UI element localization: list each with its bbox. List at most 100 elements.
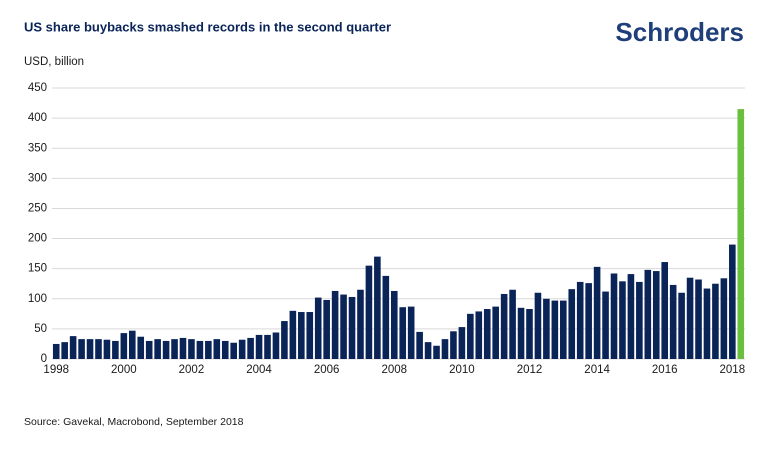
bar: [95, 339, 102, 359]
x-tick-label: 1998: [43, 364, 69, 376]
y-tick-label: 200: [28, 233, 47, 245]
bar: [602, 291, 609, 359]
bar: [441, 339, 449, 359]
bar: [128, 330, 136, 359]
bar: [137, 336, 145, 359]
bar: [458, 327, 466, 359]
bar: [374, 256, 381, 359]
y-axis-label: USD, billion: [24, 56, 84, 68]
chart-title: US share buybacks smashed records in the…: [24, 19, 391, 34]
bar: [467, 313, 474, 359]
bar: [272, 332, 280, 359]
bar: [619, 281, 626, 359]
y-tick-label: 150: [28, 263, 47, 275]
y-tick-label: 100: [28, 293, 47, 305]
bar: [636, 281, 643, 359]
bar: [196, 340, 204, 359]
y-tick-label: 350: [28, 142, 47, 154]
bar: [729, 244, 736, 359]
bar: [221, 340, 229, 359]
bar: [399, 307, 407, 359]
bar: [390, 290, 398, 359]
bar: [213, 339, 221, 359]
bar: [179, 337, 187, 359]
bar: [171, 339, 178, 359]
y-tick-label: 400: [28, 112, 47, 124]
bar: [145, 340, 153, 359]
y-tick-label: 300: [28, 172, 47, 184]
bar: [103, 339, 111, 359]
bar: [348, 296, 356, 359]
bar: [560, 300, 567, 359]
bar: [517, 307, 525, 359]
x-tick-label: 2010: [449, 364, 475, 376]
bar: [543, 298, 550, 359]
bar: [712, 283, 719, 359]
bar: [593, 266, 601, 359]
bar: [289, 310, 297, 359]
brand-logo: Schroders: [615, 17, 744, 47]
bar: [78, 339, 85, 359]
x-tick-label: 2002: [179, 364, 205, 376]
bar: [247, 337, 254, 359]
bar: [154, 339, 161, 359]
x-tick-label: 2018: [720, 364, 746, 376]
bar: [703, 288, 711, 359]
bar: [669, 284, 677, 359]
bar: [644, 269, 652, 359]
bar: [737, 109, 745, 359]
bar: [52, 343, 60, 359]
bar: [407, 306, 415, 359]
bar: [509, 289, 516, 359]
bar: [526, 309, 533, 359]
bar: [568, 289, 576, 359]
bar: [255, 334, 263, 359]
bar: [306, 312, 314, 359]
x-tick-label: 2004: [246, 364, 272, 376]
bar: [585, 283, 592, 359]
bar: [450, 331, 457, 359]
bar: [69, 336, 77, 359]
bar: [492, 306, 499, 359]
bar: [112, 340, 119, 359]
bar: [720, 278, 728, 359]
bar: [264, 334, 271, 359]
bar: [162, 340, 170, 359]
bar: [230, 342, 237, 359]
x-tick-label: 2006: [314, 364, 340, 376]
y-tick-label: 50: [34, 323, 47, 335]
bar: [500, 293, 508, 359]
x-tick-label: 2008: [381, 364, 407, 376]
bar: [281, 321, 288, 359]
bar: [382, 275, 390, 359]
bar: [652, 271, 660, 359]
bar: [238, 339, 246, 359]
bar: [120, 333, 128, 359]
bar: [551, 300, 559, 359]
bar: [695, 279, 702, 359]
y-tick-label: 0: [41, 353, 47, 365]
bar: [323, 299, 330, 359]
bar: [534, 292, 542, 359]
x-tick-label: 2012: [517, 364, 543, 376]
bar: [61, 342, 68, 359]
x-tick-label: 2000: [111, 364, 137, 376]
y-tick-label: 250: [28, 202, 47, 214]
bar: [483, 309, 491, 359]
bar: [357, 289, 364, 359]
x-tick-label: 2014: [584, 364, 610, 376]
bar: [188, 339, 195, 359]
source-note: Source: Gavekal, Macrobond, September 20…: [24, 416, 244, 428]
bar: [610, 273, 618, 359]
bar: [416, 331, 423, 359]
bar: [331, 290, 339, 359]
x-tick-label: 2016: [652, 364, 678, 376]
bar: [86, 339, 94, 359]
bar: [205, 340, 212, 359]
bar: [627, 274, 635, 359]
bar: [661, 262, 669, 359]
y-tick-label: 450: [28, 82, 47, 94]
bar: [686, 277, 694, 359]
bar: [314, 297, 322, 359]
